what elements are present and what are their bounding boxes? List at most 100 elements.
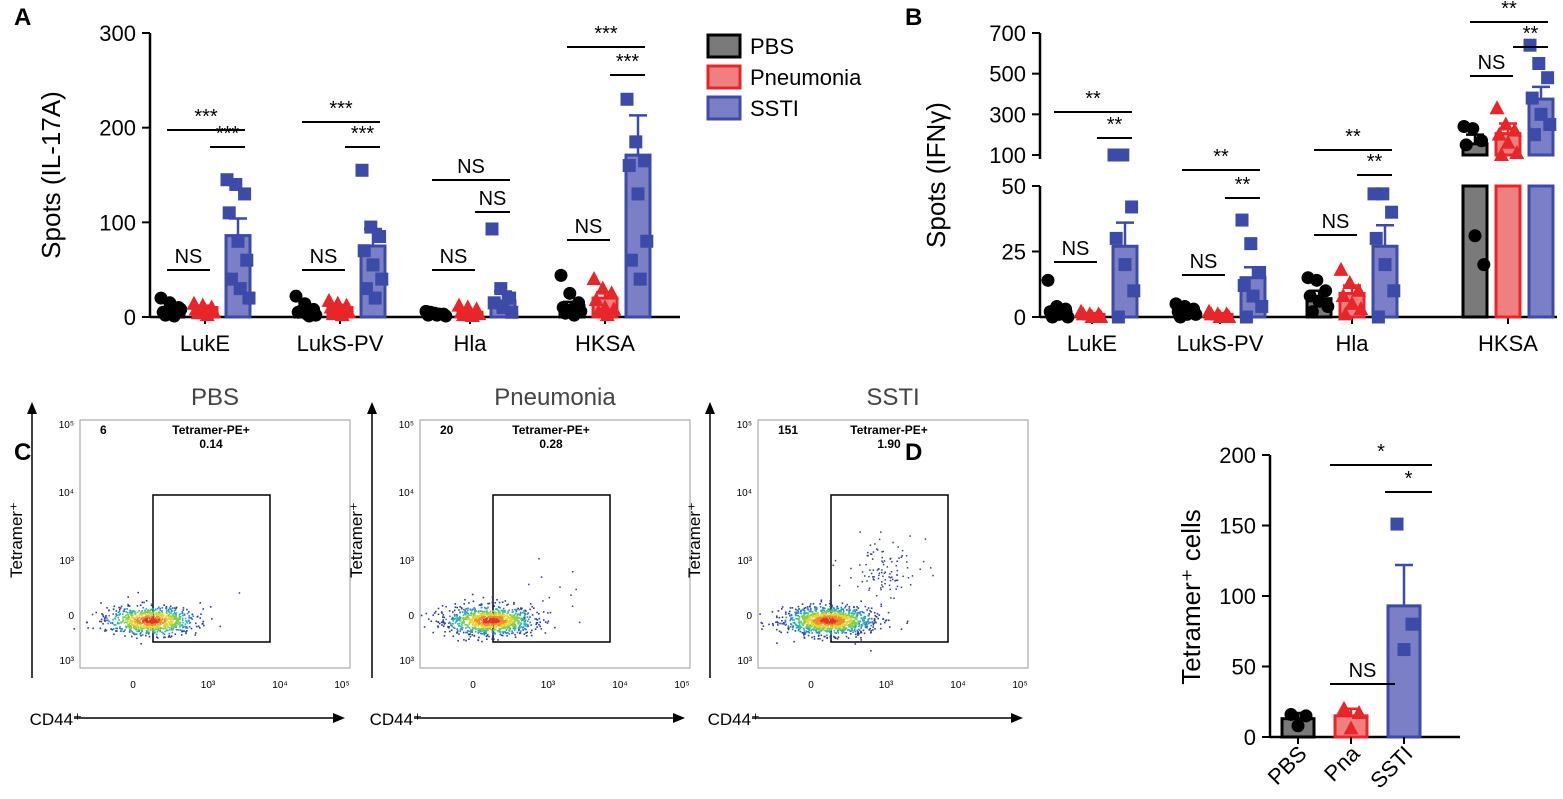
event-dot — [128, 631, 131, 633]
event-dot — [141, 615, 144, 618]
y-tick-label: 50 — [1002, 174, 1026, 199]
y-tick-label: 100 — [989, 143, 1026, 168]
event-dot — [118, 614, 120, 616]
event-dot — [870, 629, 873, 632]
event-dot — [151, 608, 154, 610]
point — [622, 159, 636, 173]
event-dot — [167, 616, 170, 618]
point — [638, 154, 652, 168]
point — [1534, 107, 1548, 121]
gated-event-dot — [868, 575, 870, 578]
y-tick-label: 0 — [68, 611, 74, 622]
significance-label: ** — [1213, 146, 1229, 168]
event-dot — [865, 622, 867, 625]
event-dot — [482, 612, 485, 615]
event-dot — [184, 625, 187, 628]
point — [1116, 148, 1130, 162]
gated-event-dot — [889, 558, 892, 560]
event-dot — [113, 633, 115, 636]
event-dot — [833, 629, 836, 632]
event-dot — [468, 630, 470, 632]
event-dot — [165, 615, 168, 618]
event-dot — [136, 621, 138, 623]
event-dot — [521, 619, 524, 621]
event-dot — [823, 613, 826, 615]
point — [1337, 306, 1353, 321]
gated-event-dot — [901, 549, 904, 552]
event-dot — [837, 616, 840, 618]
gated-event-dot — [872, 551, 875, 553]
gated-event-dot — [909, 535, 911, 537]
event-dot — [848, 629, 850, 631]
event-dot — [469, 614, 471, 617]
event-dot — [794, 614, 797, 617]
event-dot — [482, 622, 484, 625]
event-dot — [151, 603, 154, 605]
event-dot — [501, 624, 504, 626]
event-dot — [477, 616, 480, 618]
event-dot — [485, 611, 487, 614]
event-dot — [815, 629, 817, 632]
event-dot — [831, 621, 834, 624]
event-dot — [160, 616, 163, 618]
event-dot — [141, 634, 144, 636]
event-dot — [847, 616, 849, 619]
event-dot — [854, 625, 857, 627]
event-dot — [854, 616, 857, 619]
event-dot — [486, 638, 488, 641]
event-dot — [489, 615, 491, 618]
event-dot — [858, 624, 861, 626]
event-dot — [833, 624, 835, 627]
event-dot — [111, 622, 114, 625]
event-dot — [459, 616, 462, 619]
event-dot — [785, 616, 788, 619]
event-dot — [165, 629, 168, 632]
event-dot — [503, 624, 506, 627]
significance-label: NS — [1190, 251, 1218, 273]
event-dot — [153, 624, 156, 627]
event-dot — [821, 609, 824, 611]
event-dot — [471, 634, 474, 636]
event-dot — [166, 612, 168, 615]
event-dot — [163, 623, 166, 626]
event-dot — [797, 605, 800, 608]
event-dot — [844, 631, 846, 634]
event-dot — [844, 605, 847, 608]
event-dot — [855, 636, 857, 638]
event-dot — [810, 620, 812, 622]
point — [240, 253, 254, 267]
event-dot — [847, 625, 850, 628]
point — [190, 305, 206, 320]
event-dot — [490, 623, 492, 625]
event-dot — [491, 638, 493, 640]
event-dot — [538, 623, 540, 626]
event-dot — [470, 629, 472, 631]
event-dot — [826, 630, 828, 633]
event-dot — [825, 617, 827, 620]
event-dot — [85, 621, 88, 624]
event-dot — [506, 620, 508, 623]
event-dot — [536, 622, 539, 624]
event-dot — [534, 628, 537, 630]
point — [1397, 643, 1411, 657]
event-dot — [139, 604, 142, 607]
y-tick-label: 500 — [989, 62, 1026, 87]
event-dot — [819, 629, 821, 631]
event-dot — [102, 614, 104, 616]
event-dot — [505, 621, 508, 623]
event-dot — [824, 629, 826, 632]
flow-plot-title: PBS — [191, 384, 239, 411]
event-dot — [852, 615, 855, 617]
event-dot — [122, 619, 125, 622]
event-dot — [136, 605, 139, 607]
event-dot — [811, 614, 814, 617]
event-dot — [849, 633, 852, 635]
event-dot — [884, 621, 886, 624]
plot-frame — [757, 419, 1029, 669]
event-dot — [861, 618, 864, 620]
point — [1109, 231, 1123, 245]
gated-event-dot — [877, 577, 880, 580]
gated-event-dot — [880, 588, 882, 591]
event-dot — [508, 625, 511, 628]
